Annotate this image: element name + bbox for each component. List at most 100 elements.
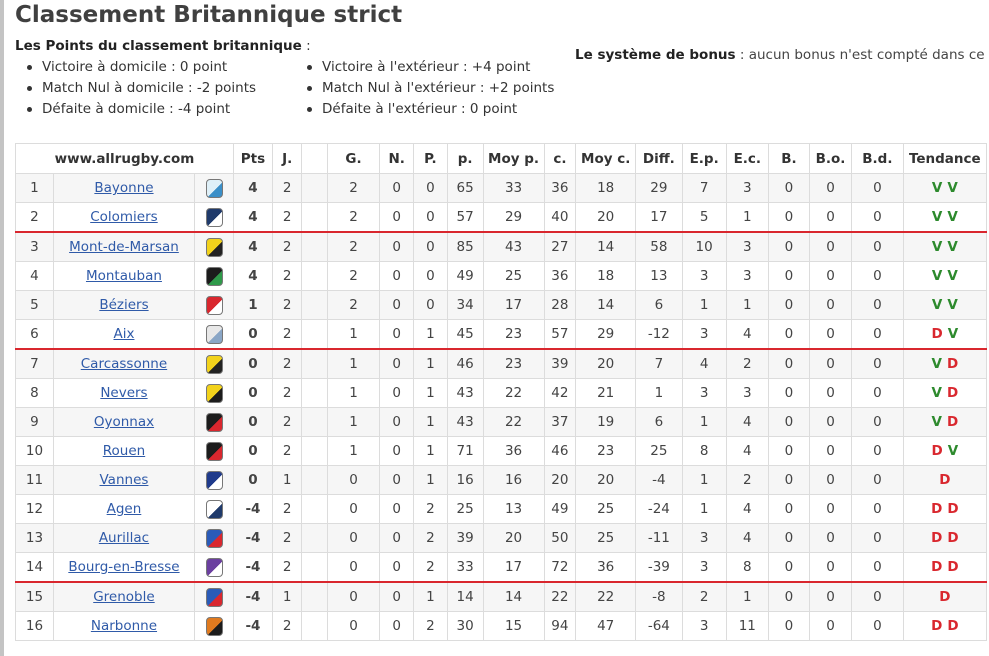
trend-loss: D	[947, 501, 958, 517]
col-header-avg-against[interactable]: Moy c.	[576, 144, 636, 174]
col-header-bonus-defensive[interactable]: B.d.	[852, 144, 904, 174]
team-link[interactable]: Nevers	[100, 385, 147, 401]
diff-cell: 25	[636, 437, 682, 466]
team-link[interactable]: Bourg-en-Bresse	[68, 559, 179, 575]
team-link[interactable]: Bayonne	[94, 180, 153, 196]
team-link[interactable]: Narbonne	[91, 618, 157, 634]
won-cell: 2	[327, 262, 380, 291]
blank-cell	[302, 408, 327, 437]
diff-cell: -11	[636, 524, 682, 553]
team-link[interactable]: Carcassonne	[81, 356, 167, 372]
list-item: Match Nul à domicile : -2 points	[15, 78, 256, 99]
col-header-points-for[interactable]: p.	[447, 144, 483, 174]
points-against-cell: 50	[544, 524, 576, 553]
bonus-cell: 0	[768, 582, 809, 612]
bonus-cell: 0	[768, 553, 809, 583]
points-cell: -4	[233, 524, 272, 553]
col-header-drawn[interactable]: N.	[380, 144, 414, 174]
points-for-cell: 43	[447, 379, 483, 408]
lost-cell: 0	[414, 232, 448, 262]
col-header-trend[interactable]: Tendance	[903, 144, 986, 174]
played-cell: 2	[272, 203, 301, 233]
logo-cell	[195, 349, 234, 379]
team-link[interactable]: Aurillac	[99, 530, 149, 546]
table-row: 8 Nevers 0 2 1 0 1 43 22 42 21 1 3 3 0 0 0 V D	[16, 379, 987, 408]
avg-against-cell: 22	[576, 582, 636, 612]
team-link[interactable]: Montauban	[86, 268, 162, 284]
blank-cell	[302, 612, 327, 641]
col-header-points-against[interactable]: c.	[544, 144, 576, 174]
col-header-won[interactable]: G.	[327, 144, 380, 174]
points-cell: 4	[233, 203, 272, 233]
rank-cell: 7	[16, 349, 54, 379]
col-header-pts[interactable]: Pts	[233, 144, 272, 174]
logo-cell	[195, 408, 234, 437]
blank-cell	[302, 524, 327, 553]
team-link[interactable]: Vannes	[100, 472, 149, 488]
team-logo-icon	[206, 325, 223, 344]
tries-against-cell: 1	[726, 582, 768, 612]
points-cell: 4	[233, 262, 272, 291]
team-link[interactable]: Mont-de-Marsan	[69, 239, 179, 255]
rank-cell: 8	[16, 379, 54, 408]
bonus-text: : aucun bonus n'est compté dans ce class	[736, 47, 989, 63]
col-header-tries-against[interactable]: E.c.	[726, 144, 768, 174]
points-cell: 1	[233, 291, 272, 320]
avg-against-cell: 18	[576, 262, 636, 291]
tries-for-cell: 3	[682, 612, 726, 641]
trend-loss: D	[947, 356, 958, 372]
points-against-cell: 22	[544, 582, 576, 612]
drawn-cell: 0	[380, 437, 414, 466]
bonus-defensive-cell: 0	[852, 262, 904, 291]
diff-cell: -4	[636, 466, 682, 495]
tries-for-cell: 3	[682, 320, 726, 350]
list-item: Match Nul à l'extérieur : +2 points	[295, 78, 554, 99]
drawn-cell: 0	[380, 349, 414, 379]
avg-against-cell: 25	[576, 524, 636, 553]
col-header-diff[interactable]: Diff.	[636, 144, 682, 174]
team-link[interactable]: Agen	[107, 501, 142, 517]
tries-for-cell: 3	[682, 262, 726, 291]
diff-cell: 29	[636, 174, 682, 203]
logo-cell	[195, 320, 234, 350]
tries-against-cell: 4	[726, 524, 768, 553]
points-cell: 0	[233, 437, 272, 466]
team-link[interactable]: Grenoble	[93, 589, 154, 605]
col-header-bonus-offensive[interactable]: B.o.	[809, 144, 851, 174]
team-cell: Agen	[53, 495, 194, 524]
team-link[interactable]: Oyonnax	[94, 414, 154, 430]
team-link[interactable]: Aix	[113, 326, 134, 342]
won-cell: 0	[327, 612, 380, 641]
col-header-bonus[interactable]: B.	[768, 144, 809, 174]
team-logo-icon	[206, 500, 223, 519]
won-cell: 1	[327, 320, 380, 350]
trend-win: V	[947, 180, 957, 196]
team-cell: Grenoble	[53, 582, 194, 612]
lost-cell: 2	[414, 553, 448, 583]
trend-loss: D	[931, 559, 942, 575]
trend-win: V	[947, 209, 957, 225]
page-title: Classement Britannique strict	[15, 2, 402, 28]
rank-cell: 15	[16, 582, 54, 612]
tries-against-cell: 1	[726, 291, 768, 320]
col-header-avg-for[interactable]: Moy p.	[483, 144, 544, 174]
team-link[interactable]: Colomiers	[90, 209, 158, 225]
won-cell: 2	[327, 203, 380, 233]
col-header-tries-for[interactable]: E.p.	[682, 144, 726, 174]
bonus-defensive-cell: 0	[852, 437, 904, 466]
points-cell: 0	[233, 408, 272, 437]
tries-against-cell: 1	[726, 203, 768, 233]
team-link[interactable]: Rouen	[103, 443, 145, 459]
bonus-offensive-cell: 0	[809, 203, 851, 233]
team-link[interactable]: Béziers	[99, 297, 148, 313]
team-logo-icon	[206, 471, 223, 490]
col-header-lost[interactable]: P.	[414, 144, 448, 174]
blank-cell	[302, 582, 327, 612]
played-cell: 2	[272, 291, 301, 320]
col-header-played[interactable]: J.	[272, 144, 301, 174]
points-cell: 0	[233, 349, 272, 379]
